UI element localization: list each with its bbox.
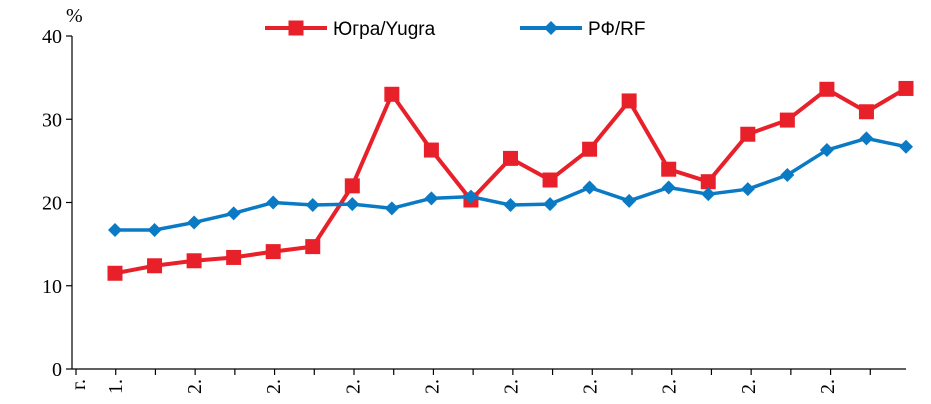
data-point [344,178,360,194]
y-tick-label: 10 [42,276,62,298]
x-tick-label: 2. [501,379,523,394]
data-point [859,131,874,146]
data-point [305,197,320,212]
y-tick-label: 30 [42,109,62,131]
data-point [305,239,321,255]
data-point [858,104,874,120]
data-point [147,258,163,274]
data-point [543,197,558,212]
x-tick-label: 2. [421,379,443,394]
x-tick-label: г. [68,379,90,390]
x-tick-label: 1. [105,379,127,394]
data-point [780,168,795,183]
data-point [899,139,913,154]
data-point [384,201,399,216]
data-point [622,193,637,208]
x-tick-label: 2. [817,379,839,394]
data-point [661,180,676,195]
data-point [226,249,242,265]
data-point [108,222,122,237]
data-point [582,180,597,195]
legend-item: РФ/RF [520,19,646,40]
data-point [226,206,241,221]
x-tick-label: 2. [738,379,760,394]
data-point [582,141,598,157]
data-point [107,265,123,281]
x-tick-label: 2. [580,379,602,394]
data-point [701,187,716,202]
data-point [503,197,518,212]
data-point [621,93,637,109]
y-unit-label: % [66,5,83,27]
data-point [661,161,677,177]
data-point [265,244,281,260]
x-tick-label: 2. [263,379,285,394]
series-yugra [107,80,914,281]
data-point [384,86,400,102]
data-point [503,150,518,166]
data-point [266,195,281,210]
series-rf [108,131,913,237]
data-point [345,197,360,212]
data-point [779,112,795,128]
data-point [187,215,202,230]
data-point [740,182,755,197]
data-point [542,172,558,188]
data-point [186,253,202,269]
legend-label: Югра/Yugra [333,19,436,40]
legend-marker [288,20,304,36]
y-tick-label: 40 [42,26,62,48]
series-area [107,80,914,281]
y-tick-label: 0 [52,359,62,381]
y-tick-label: 20 [42,193,62,215]
data-point [740,126,756,142]
y-axis: 0 10 20 30 40% [42,5,83,381]
legend-label: РФ/RF [588,19,646,40]
data-point [424,191,439,206]
data-point [423,142,439,158]
data-point [700,174,716,190]
data-point [819,143,834,158]
legend-marker [544,21,558,35]
data-point [819,81,835,97]
x-tick-label: 2. [342,379,364,394]
x-axis: г. 1. 2. 2. 2. 2. 2. 2. 2. 2. 2. [68,368,906,394]
x-tick-label: 2. [184,379,206,394]
data-point [463,189,478,204]
data-point [147,222,162,237]
x-tick-label: 2. [659,379,681,394]
legend-item: Югра/Yugra [265,19,436,40]
data-point [898,80,914,96]
legend: Югра/Yugra РФ/RF [265,19,646,40]
